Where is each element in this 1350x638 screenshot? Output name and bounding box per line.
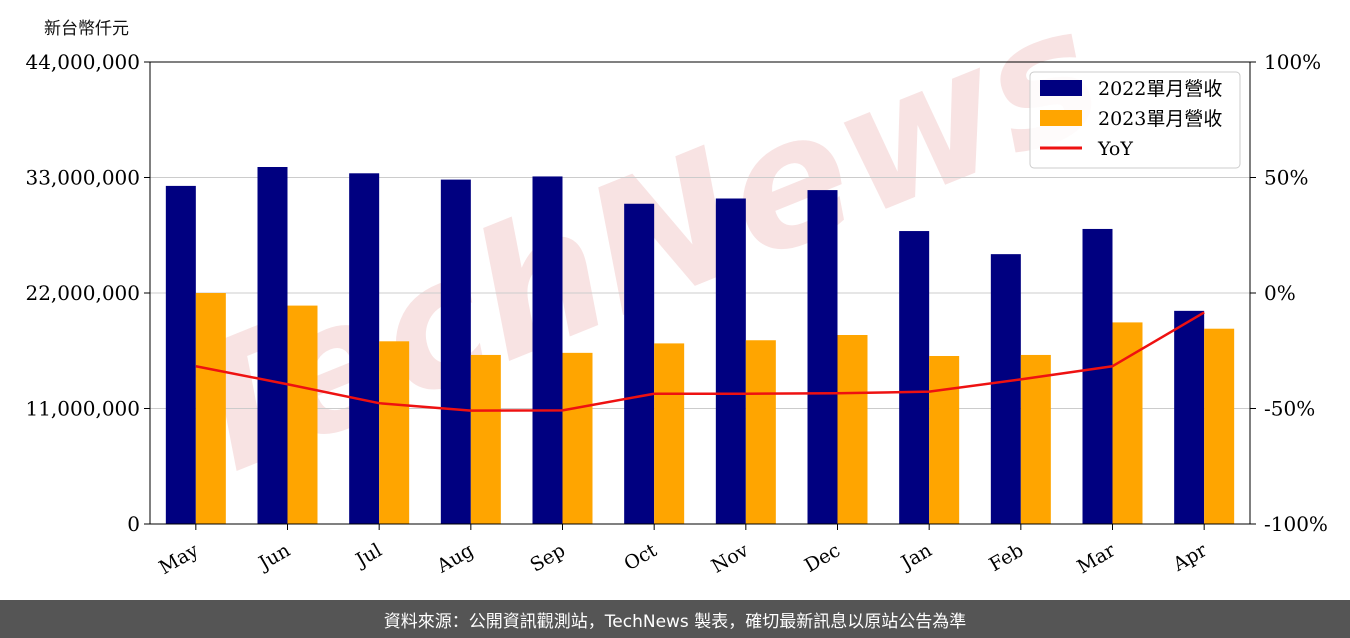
x-tick-label: Apr bbox=[1169, 539, 1212, 576]
bar-2022 bbox=[349, 173, 380, 525]
legend-box bbox=[1029, 71, 1241, 169]
bar-2022 bbox=[715, 198, 746, 524]
legend-swatch bbox=[1040, 80, 1082, 96]
bars bbox=[165, 167, 1235, 525]
bar-2023 bbox=[929, 356, 960, 524]
left-tick-label: 22,000,000 bbox=[25, 281, 140, 305]
bar-2022 bbox=[899, 231, 930, 525]
right-tick-label: -100% bbox=[1264, 512, 1328, 536]
bar-2023 bbox=[287, 305, 318, 524]
right-tick-label: 50% bbox=[1264, 166, 1308, 190]
bar-2023 bbox=[195, 293, 226, 524]
bar-2023 bbox=[470, 354, 501, 524]
bar-2022 bbox=[990, 254, 1021, 524]
bar-2022 bbox=[1174, 310, 1205, 524]
bar-2023 bbox=[1020, 354, 1051, 524]
yoy-line-group bbox=[195, 311, 1205, 412]
x-tick-label: Jul bbox=[350, 539, 385, 572]
x-tick-label: Jun bbox=[253, 539, 294, 575]
bar-2023 bbox=[837, 335, 868, 524]
bar-2022 bbox=[440, 179, 471, 524]
bar-2023 bbox=[654, 343, 685, 524]
right-tick-label: 0% bbox=[1264, 281, 1296, 305]
left-tick-label: 11,000,000 bbox=[25, 397, 140, 421]
source-footer: 資料來源：公開資訊觀測站，TechNews 製表，確切最新訊息以原站公告為準 bbox=[0, 600, 1350, 638]
left-tick-label: 33,000,000 bbox=[25, 166, 140, 190]
bar-2022 bbox=[532, 176, 563, 524]
x-tick-label: Oct bbox=[620, 539, 661, 575]
x-tick-label: Sep bbox=[526, 539, 569, 576]
x-tick-label: Mar bbox=[1073, 539, 1119, 578]
x-tick-label: May bbox=[155, 539, 202, 579]
legend-label: YoY bbox=[1097, 138, 1133, 160]
yoy-line bbox=[195, 311, 1205, 412]
left-tick-label: 44,000,000 bbox=[25, 50, 140, 74]
x-tick-label: Nov bbox=[708, 539, 753, 578]
x-tick-label: Dec bbox=[801, 539, 844, 577]
x-tick-label: Aug bbox=[432, 539, 477, 578]
bar-2022 bbox=[807, 190, 838, 524]
right-tick-label: -50% bbox=[1264, 397, 1315, 421]
bar-2022 bbox=[165, 185, 196, 524]
legend-label: 2023單月營收 bbox=[1098, 108, 1222, 130]
legend-label: 2022單月營收 bbox=[1098, 78, 1222, 100]
x-tick-label: Jan bbox=[896, 539, 936, 575]
revenue-chart: TechNews 011,000,00022,000,00033,000,000… bbox=[25, 0, 1328, 579]
bar-2023 bbox=[379, 341, 410, 524]
legend-swatch bbox=[1040, 110, 1082, 126]
bar-2022 bbox=[1082, 228, 1113, 524]
x-tick-label: Feb bbox=[986, 539, 1028, 576]
bar-2023 bbox=[562, 352, 593, 524]
bar-2023 bbox=[1204, 328, 1235, 524]
bar-2022 bbox=[257, 167, 288, 524]
legend: 2022單月營收 2023單月營收 YoY bbox=[1029, 71, 1241, 169]
left-tick-label: 0 bbox=[127, 512, 140, 536]
bar-2022 bbox=[624, 203, 655, 524]
right-tick-label: 100% bbox=[1264, 50, 1321, 74]
bar-2023 bbox=[745, 340, 776, 524]
unit-label: 新台幣仟元 bbox=[44, 19, 129, 39]
